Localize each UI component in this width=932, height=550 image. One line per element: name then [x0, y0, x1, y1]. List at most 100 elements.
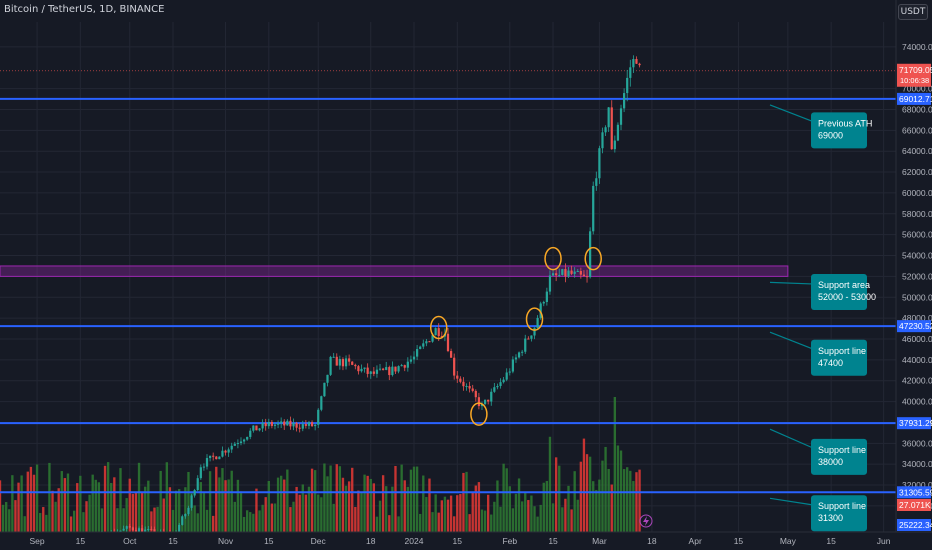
candle-body	[493, 387, 496, 392]
volume-bar	[221, 468, 224, 532]
candle-body	[616, 124, 620, 141]
time-tick-label: Apr	[689, 536, 702, 546]
time-tick-label: Dec	[311, 536, 327, 546]
volume-bar	[134, 491, 138, 532]
volume-bar	[35, 464, 39, 532]
candle-body	[261, 422, 264, 429]
candle-body	[208, 455, 212, 459]
volume-bar	[598, 479, 601, 532]
callout-line1: Support line	[818, 445, 866, 455]
volume-bar	[298, 494, 301, 532]
volume-bar	[320, 497, 323, 532]
candle-body	[329, 356, 332, 375]
volume-bar	[607, 468, 610, 532]
volume-bar	[230, 470, 233, 532]
candle-body	[626, 77, 629, 94]
candle-body	[524, 338, 527, 352]
candle-body	[564, 269, 567, 277]
time-tick-label: 15	[734, 536, 744, 546]
volume-bar	[459, 494, 462, 532]
time-tick-label: 15	[826, 536, 836, 546]
volume-bar	[11, 475, 14, 532]
volume-bar	[347, 481, 351, 532]
annotation-callout: Previous ATH 69000	[769, 104, 872, 149]
price-tick-label: 64000.00	[902, 146, 932, 156]
volume-bar	[88, 494, 91, 532]
callout-box	[811, 495, 867, 532]
annotation-callout: Support line 38000	[769, 428, 867, 475]
volume-bar	[32, 474, 36, 532]
candle-body	[542, 302, 545, 304]
volume-bar	[542, 482, 545, 532]
lightning-icon-ring	[639, 514, 653, 528]
candle-body	[536, 317, 539, 328]
volume-bar	[82, 512, 85, 532]
volume-bar	[329, 465, 332, 532]
level-badge-label: 47230.52	[899, 321, 932, 331]
candle-body	[462, 381, 465, 387]
callout-pointer	[769, 104, 816, 123]
callout-pointer	[769, 497, 816, 506]
candle-body	[270, 421, 274, 426]
volume-bar	[592, 481, 595, 532]
volume-bar	[338, 466, 342, 532]
candle-body	[400, 365, 403, 367]
volume-bar	[468, 514, 471, 532]
currency-button[interactable]: USDT	[898, 4, 928, 20]
candle-body	[227, 449, 230, 453]
candle-body	[397, 366, 400, 372]
volume-bar	[276, 477, 280, 532]
candle-body	[202, 466, 206, 468]
volume-bar	[425, 497, 428, 532]
candle-body	[604, 127, 607, 133]
candle-body	[224, 450, 227, 453]
candle-body	[548, 275, 552, 292]
price-tick-label: 50000.00	[902, 292, 932, 302]
volume-bar	[144, 486, 147, 532]
volume-bar	[63, 478, 67, 532]
volume-bar	[125, 498, 128, 532]
candle-body	[406, 361, 409, 368]
volume-bar	[514, 493, 518, 532]
candle-body	[236, 443, 240, 445]
candle-body	[551, 273, 555, 276]
candle-body	[434, 328, 437, 336]
volume-bar	[283, 479, 286, 532]
volume-bar	[579, 461, 583, 532]
volume-bar	[360, 492, 363, 532]
candle-body	[511, 359, 514, 372]
time-tick-label: Jun	[877, 536, 891, 546]
volume-bar	[613, 397, 617, 532]
candle-body	[601, 132, 604, 149]
volume-bar	[341, 477, 345, 532]
volume-bar	[106, 462, 110, 532]
price-tick-label: 54000.00	[902, 251, 932, 261]
callout-box	[811, 438, 867, 475]
volume-bar	[403, 480, 406, 532]
time-tick-label: Oct	[123, 536, 137, 546]
candle-body	[613, 140, 616, 150]
volume-bar	[381, 475, 385, 532]
volume-bar	[236, 479, 240, 532]
volume-bar	[317, 494, 320, 532]
volume-badge	[897, 499, 931, 511]
candle-body	[490, 391, 493, 402]
candle-body	[276, 423, 280, 425]
candle-body	[354, 364, 357, 367]
volume-bar	[588, 456, 592, 532]
candle-body	[295, 423, 298, 428]
time-tick-label: 18	[647, 536, 657, 546]
volume-bar	[400, 464, 403, 532]
volume-bar	[626, 467, 629, 532]
support-area-zone	[0, 265, 789, 277]
time-tick-label: 15	[548, 536, 558, 546]
candle-body	[341, 359, 345, 367]
callout-pointer	[769, 331, 816, 351]
price-tick-label: 36000.00	[902, 438, 932, 448]
volume-bar	[57, 488, 60, 532]
candle-body	[456, 375, 459, 379]
candle-body	[595, 178, 598, 186]
volume-bar	[110, 482, 113, 532]
